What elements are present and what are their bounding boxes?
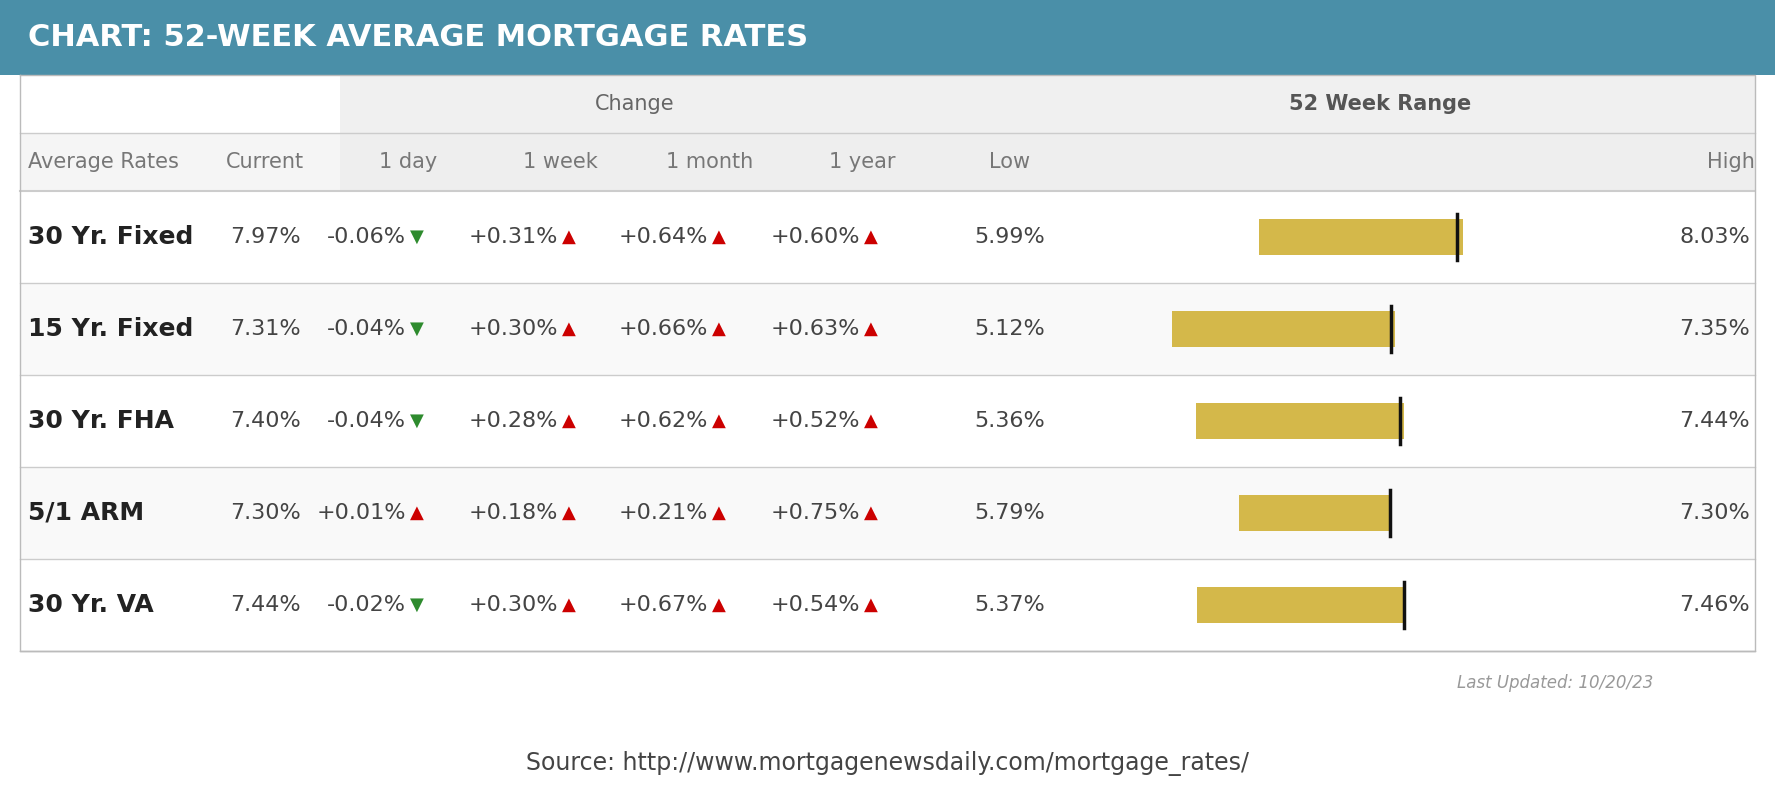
- Bar: [341, 75, 960, 133]
- Text: 5/1 ARM: 5/1 ARM: [28, 501, 144, 525]
- Text: ▼: ▼: [410, 412, 424, 430]
- Text: 1 year: 1 year: [829, 152, 895, 172]
- Text: +0.18%: +0.18%: [469, 503, 557, 523]
- Text: +0.28%: +0.28%: [469, 411, 557, 431]
- Text: ▲: ▲: [563, 412, 575, 430]
- Text: 5.12%: 5.12%: [974, 319, 1045, 339]
- Bar: [960, 75, 1755, 133]
- Text: -0.04%: -0.04%: [327, 411, 406, 431]
- Text: +0.67%: +0.67%: [619, 595, 708, 615]
- Text: 5.99%: 5.99%: [974, 227, 1045, 247]
- Bar: [20, 559, 1755, 651]
- Text: 7.40%: 7.40%: [229, 411, 300, 431]
- Text: -0.02%: -0.02%: [327, 595, 406, 615]
- Bar: [20, 283, 1755, 375]
- Text: ▲: ▲: [712, 228, 726, 246]
- Text: ▲: ▲: [563, 320, 575, 338]
- Text: +0.64%: +0.64%: [619, 227, 708, 247]
- Text: ▲: ▲: [712, 320, 726, 338]
- Text: 30 Yr. FHA: 30 Yr. FHA: [28, 409, 174, 433]
- Text: 5.79%: 5.79%: [974, 503, 1045, 523]
- Text: +0.30%: +0.30%: [469, 595, 557, 615]
- Text: 1 week: 1 week: [522, 152, 598, 172]
- Text: +0.21%: +0.21%: [619, 503, 708, 523]
- Text: Change: Change: [595, 94, 674, 114]
- Text: Average Rates: Average Rates: [28, 152, 179, 172]
- Text: +0.62%: +0.62%: [619, 411, 708, 431]
- Text: ▲: ▲: [864, 320, 879, 338]
- Text: +0.60%: +0.60%: [770, 227, 861, 247]
- Bar: [20, 133, 1755, 191]
- Text: 15 Yr. Fixed: 15 Yr. Fixed: [28, 317, 193, 341]
- Text: -0.06%: -0.06%: [327, 227, 406, 247]
- Text: 52 Week Range: 52 Week Range: [1289, 94, 1471, 114]
- Text: 8.03%: 8.03%: [1679, 227, 1750, 247]
- Text: ▲: ▲: [864, 228, 879, 246]
- Bar: [1239, 495, 1390, 531]
- Text: +0.01%: +0.01%: [316, 503, 406, 523]
- Text: 7.35%: 7.35%: [1679, 319, 1750, 339]
- Text: ▲: ▲: [864, 412, 879, 430]
- Text: CHART: 52-WEEK AVERAGE MORTGAGE RATES: CHART: 52-WEEK AVERAGE MORTGAGE RATES: [28, 23, 808, 52]
- Text: 7.31%: 7.31%: [229, 319, 300, 339]
- Text: 30 Yr. Fixed: 30 Yr. Fixed: [28, 225, 193, 249]
- Bar: [1172, 311, 1395, 347]
- Bar: [960, 133, 1755, 191]
- Text: Low: Low: [989, 152, 1031, 172]
- Text: +0.52%: +0.52%: [770, 411, 861, 431]
- Text: +0.63%: +0.63%: [770, 319, 861, 339]
- Text: 5.37%: 5.37%: [974, 595, 1045, 615]
- Text: -0.04%: -0.04%: [327, 319, 406, 339]
- Bar: [20, 467, 1755, 559]
- Text: ▲: ▲: [563, 504, 575, 522]
- Text: Source: http://www.mortgagenewsdaily.com/mortgage_rates/: Source: http://www.mortgagenewsdaily.com…: [525, 750, 1248, 775]
- Text: ▲: ▲: [712, 504, 726, 522]
- Text: 5.36%: 5.36%: [974, 411, 1045, 431]
- Bar: [1196, 587, 1406, 623]
- Text: Last Updated: 10/20/23: Last Updated: 10/20/23: [1457, 674, 1653, 692]
- Text: Current: Current: [225, 152, 304, 172]
- Text: 30 Yr. VA: 30 Yr. VA: [28, 593, 154, 617]
- Bar: [0, 0, 1775, 75]
- Text: ▲: ▲: [864, 504, 879, 522]
- Text: ▲: ▲: [864, 596, 879, 614]
- Text: ▼: ▼: [410, 320, 424, 338]
- Text: 1 month: 1 month: [666, 152, 754, 172]
- Text: 7.44%: 7.44%: [1679, 411, 1750, 431]
- Text: High: High: [1708, 152, 1755, 172]
- Text: ▲: ▲: [563, 228, 575, 246]
- Text: ▲: ▲: [712, 412, 726, 430]
- Text: 7.30%: 7.30%: [229, 503, 300, 523]
- Text: ▲: ▲: [712, 596, 726, 614]
- Text: ▼: ▼: [410, 228, 424, 246]
- Text: 7.30%: 7.30%: [1679, 503, 1750, 523]
- Text: +0.31%: +0.31%: [469, 227, 557, 247]
- Bar: [20, 191, 1755, 283]
- Text: 7.97%: 7.97%: [229, 227, 300, 247]
- Text: ▲: ▲: [410, 504, 424, 522]
- Bar: [341, 133, 960, 191]
- Text: 7.44%: 7.44%: [229, 595, 300, 615]
- Text: ▲: ▲: [563, 596, 575, 614]
- Bar: [1258, 219, 1463, 255]
- Text: +0.66%: +0.66%: [619, 319, 708, 339]
- Text: 7.46%: 7.46%: [1679, 595, 1750, 615]
- Bar: [1196, 403, 1404, 439]
- Text: ▼: ▼: [410, 596, 424, 614]
- Bar: [20, 375, 1755, 467]
- Text: +0.54%: +0.54%: [770, 595, 861, 615]
- Text: +0.30%: +0.30%: [469, 319, 557, 339]
- Text: +0.75%: +0.75%: [770, 503, 861, 523]
- Text: 1 day: 1 day: [378, 152, 437, 172]
